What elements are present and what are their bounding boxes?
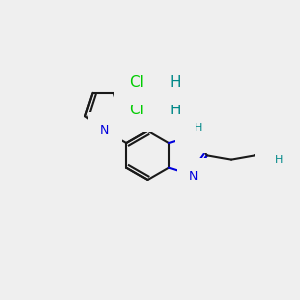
Text: H: H [169,102,181,117]
Text: H: H [274,155,283,165]
Text: H: H [169,75,181,90]
Text: N: N [189,170,199,183]
Text: Cl: Cl [129,102,144,117]
Text: H: H [194,123,203,133]
Text: N: N [100,124,110,137]
Text: N: N [188,128,197,140]
Text: N: N [268,148,277,161]
Text: Cl: Cl [129,75,144,90]
